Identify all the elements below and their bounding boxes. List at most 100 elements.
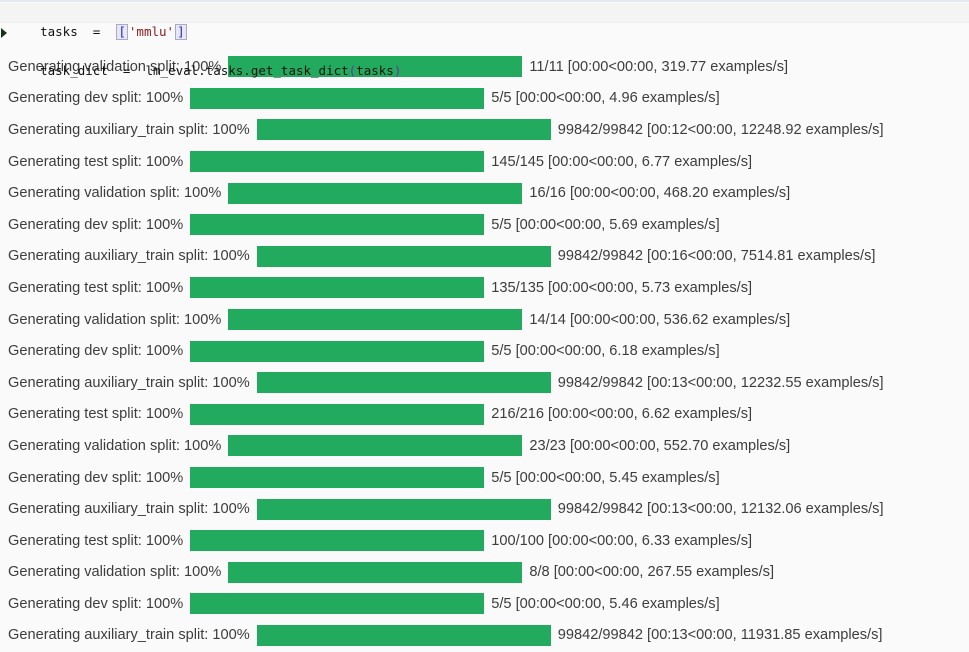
progress-counter: 99842/99842 [00:13<00:00, 12232.55 examp… <box>557 374 884 391</box>
progress-bar <box>190 214 485 236</box>
progress-row: Generating dev split: 100% 5/5 [00:00<00… <box>8 462 969 494</box>
progress-bar <box>228 435 523 457</box>
code-token-open-paren: ( <box>348 63 357 78</box>
progress-row: Generating auxiliary_train split: 100% 9… <box>8 367 969 399</box>
progress-label: Generating dev split: 100% <box>8 216 184 233</box>
code-token-arg: tasks <box>356 63 394 78</box>
progress-row: Generating test split: 100% 135/135 [00:… <box>8 272 969 304</box>
progress-counter: 99842/99842 [00:12<00:00, 12248.92 examp… <box>557 121 884 138</box>
progress-bar-fill <box>190 277 485 299</box>
progress-counter: 99842/99842 [00:16<00:00, 7514.81 exampl… <box>557 248 876 265</box>
progress-bar <box>190 593 485 615</box>
progress-bar-fill <box>256 372 551 394</box>
progress-counter: 5/5 [00:00<00:00, 4.96 examples/s] <box>491 90 720 107</box>
progress-row: Generating test split: 100% 100/100 [00:… <box>8 525 969 557</box>
progress-label: Generating auxiliary_train split: 100% <box>8 121 250 138</box>
progress-counter: 23/23 [00:00<00:00, 552.70 examples/s] <box>529 437 791 454</box>
progress-bar-fill <box>190 403 485 425</box>
progress-bar-fill <box>190 87 485 109</box>
progress-bar-fill <box>190 530 485 552</box>
progress-bar <box>228 561 523 583</box>
progress-row: Generating auxiliary_train split: 100% 9… <box>8 493 969 525</box>
code-token-string-mmlu: 'mmlu' <box>128 24 175 39</box>
progress-row: Generating auxiliary_train split: 100% 9… <box>8 241 969 273</box>
progress-label: Generating auxiliary_train split: 100% <box>8 501 250 518</box>
code-token-close-paren: ) <box>393 63 402 78</box>
progress-bar <box>190 87 485 109</box>
progress-label: Generating dev split: 100% <box>8 343 184 360</box>
progress-label: Generating dev split: 100% <box>8 595 184 612</box>
progress-bar <box>190 277 485 299</box>
progress-row: Generating validation split: 100% 11/11 … <box>8 51 969 83</box>
progress-counter: 216/216 [00:00<00:00, 6.62 examples/s] <box>491 406 753 423</box>
progress-counter: 8/8 [00:00<00:00, 267.55 examples/s] <box>529 564 774 581</box>
progress-row: Generating dev split: 100% 5/5 [00:00<00… <box>8 335 969 367</box>
progress-counter: 145/145 [00:00<00:00, 6.77 examples/s] <box>491 153 753 170</box>
progress-label: Generating validation split: 100% <box>8 564 222 581</box>
progress-bar-fill <box>228 309 523 331</box>
progress-bar <box>190 530 485 552</box>
progress-counter: 99842/99842 [00:13<00:00, 12132.06 examp… <box>557 501 884 518</box>
code-token-close-bracket: ] <box>175 24 187 40</box>
progress-label: Generating auxiliary_train split: 100% <box>8 248 250 265</box>
progress-bar <box>256 624 551 646</box>
progress-output-area: Generating validation split: 100% 11/11 … <box>0 51 969 651</box>
code-line-task-dict[interactable]: task_dict = lm_eval.tasks.get_task_dict(… <box>0 23 969 78</box>
progress-row: Generating auxiliary_train split: 100% 9… <box>8 114 969 146</box>
progress-counter: 100/100 [00:00<00:00, 6.33 examples/s] <box>491 532 753 549</box>
code-token-open-bracket: [ <box>116 24 128 40</box>
progress-bar-fill <box>190 214 485 236</box>
progress-label: Generating validation split: 100% <box>8 58 222 75</box>
progress-bar-fill <box>228 182 523 204</box>
code-line-tasks[interactable]: tasks = ['mmlu'] <box>0 3 969 40</box>
progress-label: Generating dev split: 100% <box>8 469 184 486</box>
progress-counter: 99842/99842 [00:13<00:00, 11931.85 examp… <box>557 627 883 644</box>
progress-bar-fill <box>256 119 551 141</box>
progress-label: Generating test split: 100% <box>8 279 184 296</box>
progress-row: Generating validation split: 100% 8/8 [0… <box>8 557 969 589</box>
progress-bar-fill <box>256 245 551 267</box>
progress-label: Generating validation split: 100% <box>8 311 222 328</box>
progress-bar <box>228 56 523 78</box>
progress-row: Generating dev split: 100% 5/5 [00:00<00… <box>8 588 969 620</box>
progress-counter: 11/11 [00:00<00:00, 319.77 examples/s] <box>529 58 789 75</box>
progress-bar-fill <box>256 498 551 520</box>
progress-bar-fill <box>256 624 551 646</box>
progress-counter: 5/5 [00:00<00:00, 5.45 examples/s] <box>491 469 720 486</box>
code-token-lhs: tasks = <box>40 24 116 39</box>
progress-label: Generating test split: 100% <box>8 153 184 170</box>
code-editor[interactable]: tasks = ['mmlu'] task_dict = lm_eval.tas… <box>0 2 969 78</box>
progress-label: Generating test split: 100% <box>8 532 184 549</box>
progress-counter: 14/14 [00:00<00:00, 536.62 examples/s] <box>529 311 791 328</box>
run-cursor-arrow-icon <box>1 28 7 38</box>
progress-bar <box>256 245 551 267</box>
progress-counter: 5/5 [00:00<00:00, 6.18 examples/s] <box>491 343 720 360</box>
progress-label: Generating auxiliary_train split: 100% <box>8 374 250 391</box>
progress-bar-fill <box>190 340 485 362</box>
progress-label: Generating validation split: 100% <box>8 185 222 202</box>
progress-bar <box>228 182 523 204</box>
code-token-call: task_dict = lm_eval.tasks.get_task_dict <box>40 63 349 78</box>
progress-counter: 16/16 [00:00<00:00, 468.20 examples/s] <box>529 185 791 202</box>
progress-bar <box>190 340 485 362</box>
progress-bar <box>190 151 485 173</box>
progress-label: Generating test split: 100% <box>8 406 184 423</box>
progress-counter: 5/5 [00:00<00:00, 5.46 examples/s] <box>491 595 720 612</box>
progress-bar <box>228 309 523 331</box>
progress-row: Generating validation split: 100% 14/14 … <box>8 304 969 336</box>
progress-row: Generating validation split: 100% 16/16 … <box>8 177 969 209</box>
progress-bar <box>256 119 551 141</box>
progress-bar-fill <box>190 467 485 489</box>
progress-row: Generating dev split: 100% 5/5 [00:00<00… <box>8 209 969 241</box>
progress-label: Generating dev split: 100% <box>8 90 184 107</box>
progress-row: Generating auxiliary_train split: 100% 9… <box>8 620 969 652</box>
progress-row: Generating dev split: 100% 5/5 [00:00<00… <box>8 83 969 115</box>
progress-row: Generating test split: 100% 216/216 [00:… <box>8 399 969 431</box>
progress-bar <box>256 372 551 394</box>
progress-bar-fill <box>228 56 523 78</box>
progress-bar <box>190 403 485 425</box>
progress-label: Generating validation split: 100% <box>8 437 222 454</box>
progress-bar <box>190 467 485 489</box>
progress-counter: 135/135 [00:00<00:00, 5.73 examples/s] <box>491 279 753 296</box>
progress-bar-fill <box>228 561 523 583</box>
